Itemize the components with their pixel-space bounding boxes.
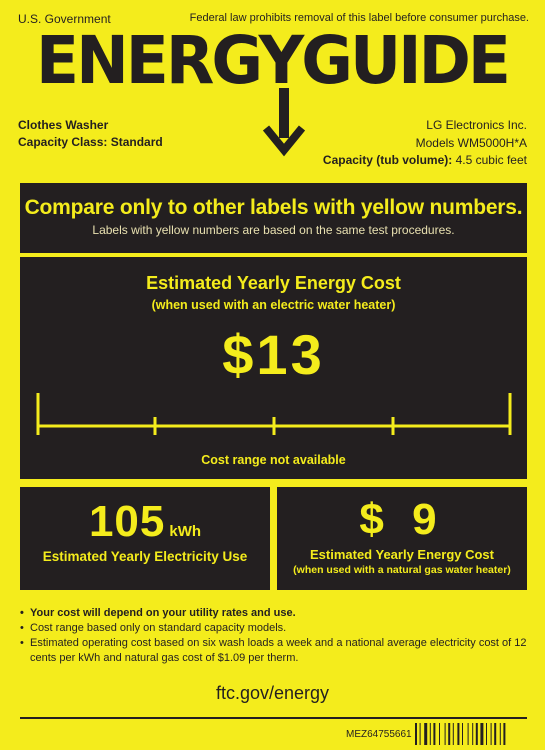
ftc-link[interactable]: ftc.gov/energy [215, 683, 330, 703]
electricity-label: Estimated Yearly Electricity Use [42, 549, 248, 564]
gas-cost-sublabel: (when used with a natural gas water heat… [293, 564, 511, 576]
label-code: MEZ64755661 [346, 729, 412, 740]
product-info-right: LG Electronics Inc. Models WM5000H*A Cap… [323, 117, 527, 170]
government-text: U.S. Government [18, 12, 111, 26]
note-item: Estimated operating cost based on six wa… [20, 636, 527, 666]
barcode-icon [415, 723, 506, 745]
note-item: Your cost will depend on your utility ra… [20, 606, 527, 621]
models: Models WM5000H*A [415, 135, 527, 150]
electricity-value-line: 105 kWh [20, 497, 270, 547]
energyguide-title: ENERGYGUIDE [36, 22, 511, 99]
yearly-cost-title: Estimated Yearly Energy Cost [146, 273, 401, 293]
electricity-value: 105 [88, 497, 166, 546]
gas-cost-label: Estimated Yearly Energy Cost [309, 547, 494, 562]
capacity-label: Capacity (tub volume): [322, 153, 453, 167]
yearly-cost-value: $13 [222, 323, 325, 386]
divider [20, 717, 527, 719]
product-type: Clothes Washer [18, 118, 109, 132]
product-info-left: Clothes Washer Capacity Class: Standard [18, 117, 163, 151]
manufacturer: LG Electronics Inc. [426, 118, 527, 132]
cost-range-scale [36, 393, 512, 435]
electricity-box: 105 kWh Estimated Yearly Electricity Use [20, 487, 270, 590]
electricity-unit: kWh [169, 523, 202, 540]
down-arrow-icon [262, 88, 306, 157]
capacity-line: Capacity (tub volume): 4.5 cubic feet [323, 152, 527, 170]
note-item: Cost range based only on standard capaci… [20, 621, 527, 636]
yearly-cost-subtitle: (when used with an electric water heater… [151, 298, 396, 312]
gas-cost-box: $ 9 Estimated Yearly Energy Cost (when u… [277, 487, 527, 590]
compare-box: Compare only to other labels with yellow… [20, 183, 527, 253]
compare-subline: Labels with yellow numbers are based on … [92, 223, 455, 237]
yearly-cost-box: Estimated Yearly Energy Cost (when used … [20, 257, 527, 479]
notes-list: Your cost will depend on your utility ra… [20, 606, 527, 666]
capacity-value: 4.5 cubic feet [455, 153, 527, 167]
gas-cost-value: $ 9 [359, 495, 445, 544]
cost-range-note: Cost range not available [201, 453, 346, 467]
capacity-class: Capacity Class: Standard [18, 135, 163, 149]
federal-notice: Federal law prohibits removal of this la… [189, 12, 529, 24]
compare-headline: Compare only to other labels with yellow… [24, 196, 523, 219]
